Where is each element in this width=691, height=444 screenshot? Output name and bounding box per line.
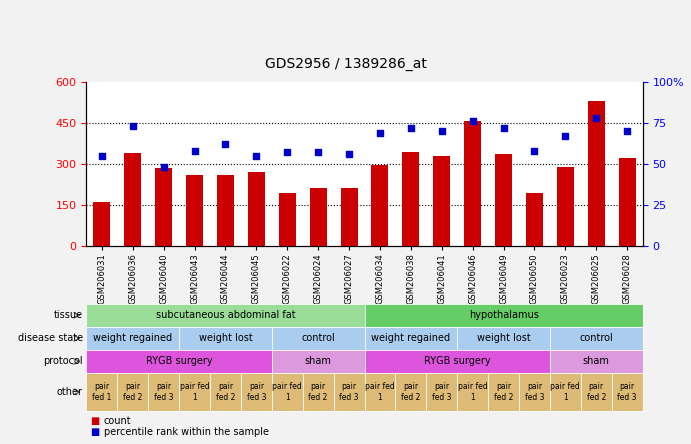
Point — [220, 141, 231, 148]
Point — [560, 132, 571, 139]
Text: pair
fed 2: pair fed 2 — [587, 382, 606, 401]
Text: pair
fed 3: pair fed 3 — [154, 382, 173, 401]
Text: count: count — [104, 416, 131, 426]
Bar — [278, 193, 296, 246]
Text: pair
fed 2: pair fed 2 — [308, 382, 328, 401]
Text: ■: ■ — [90, 427, 99, 437]
Text: pair fed
1: pair fed 1 — [180, 382, 209, 401]
Point — [529, 147, 540, 154]
Point — [282, 149, 293, 156]
Text: weight lost: weight lost — [198, 333, 252, 343]
Text: RYGB surgery: RYGB surgery — [146, 357, 212, 366]
Bar — [248, 172, 265, 246]
Text: pair fed
1: pair fed 1 — [365, 382, 395, 401]
Text: other: other — [57, 387, 83, 397]
Bar — [557, 166, 574, 246]
Text: pair
fed 2: pair fed 2 — [494, 382, 513, 401]
Bar — [372, 165, 388, 246]
Point — [251, 152, 262, 159]
Text: tissue: tissue — [54, 310, 83, 320]
Bar — [464, 121, 481, 246]
Text: weight regained: weight regained — [371, 333, 451, 343]
Point — [467, 118, 478, 125]
Text: pair
fed 2: pair fed 2 — [401, 382, 421, 401]
Bar — [124, 153, 141, 246]
Point — [158, 163, 169, 170]
Text: pair
fed 3: pair fed 3 — [618, 382, 637, 401]
Text: pair fed
1: pair fed 1 — [272, 382, 302, 401]
Bar — [155, 168, 172, 246]
Bar — [588, 101, 605, 246]
Text: pair
fed 3: pair fed 3 — [339, 382, 359, 401]
Bar — [186, 175, 203, 246]
Text: sham: sham — [305, 357, 332, 366]
Point — [189, 147, 200, 154]
Text: weight regained: weight regained — [93, 333, 172, 343]
Text: hypothalamus: hypothalamus — [468, 310, 538, 320]
Point — [406, 124, 417, 131]
Text: GDS2956 / 1389286_at: GDS2956 / 1389286_at — [265, 56, 426, 71]
Text: pair
fed 3: pair fed 3 — [432, 382, 451, 401]
Point — [498, 124, 509, 131]
Point — [436, 127, 447, 135]
Bar — [341, 188, 357, 246]
Text: disease state: disease state — [18, 333, 83, 343]
Point — [127, 123, 138, 130]
Text: pair
fed 1: pair fed 1 — [92, 382, 111, 401]
Point — [96, 152, 107, 159]
Text: pair
fed 3: pair fed 3 — [524, 382, 545, 401]
Bar — [402, 151, 419, 246]
Text: percentile rank within the sample: percentile rank within the sample — [104, 427, 269, 437]
Text: RYGB surgery: RYGB surgery — [424, 357, 491, 366]
Point — [343, 151, 354, 158]
Bar — [526, 193, 543, 246]
Bar — [618, 159, 636, 246]
Text: pair
fed 2: pair fed 2 — [123, 382, 142, 401]
Text: pair
fed 3: pair fed 3 — [247, 382, 266, 401]
Text: pair fed
1: pair fed 1 — [458, 382, 488, 401]
Text: ■: ■ — [90, 416, 99, 426]
Bar — [433, 156, 451, 246]
Bar — [217, 175, 234, 246]
Point — [622, 127, 633, 135]
Bar — [310, 188, 327, 246]
Point — [312, 149, 323, 156]
Point — [591, 114, 602, 121]
Text: control: control — [579, 333, 613, 343]
Point — [375, 129, 386, 136]
Text: pair
fed 2: pair fed 2 — [216, 382, 235, 401]
Text: protocol: protocol — [44, 357, 83, 366]
Text: subcutaneous abdominal fat: subcutaneous abdominal fat — [155, 310, 295, 320]
Text: sham: sham — [583, 357, 609, 366]
Text: weight lost: weight lost — [477, 333, 531, 343]
Text: control: control — [301, 333, 335, 343]
Bar — [93, 202, 111, 246]
Text: pair fed
1: pair fed 1 — [551, 382, 580, 401]
Bar — [495, 154, 512, 246]
